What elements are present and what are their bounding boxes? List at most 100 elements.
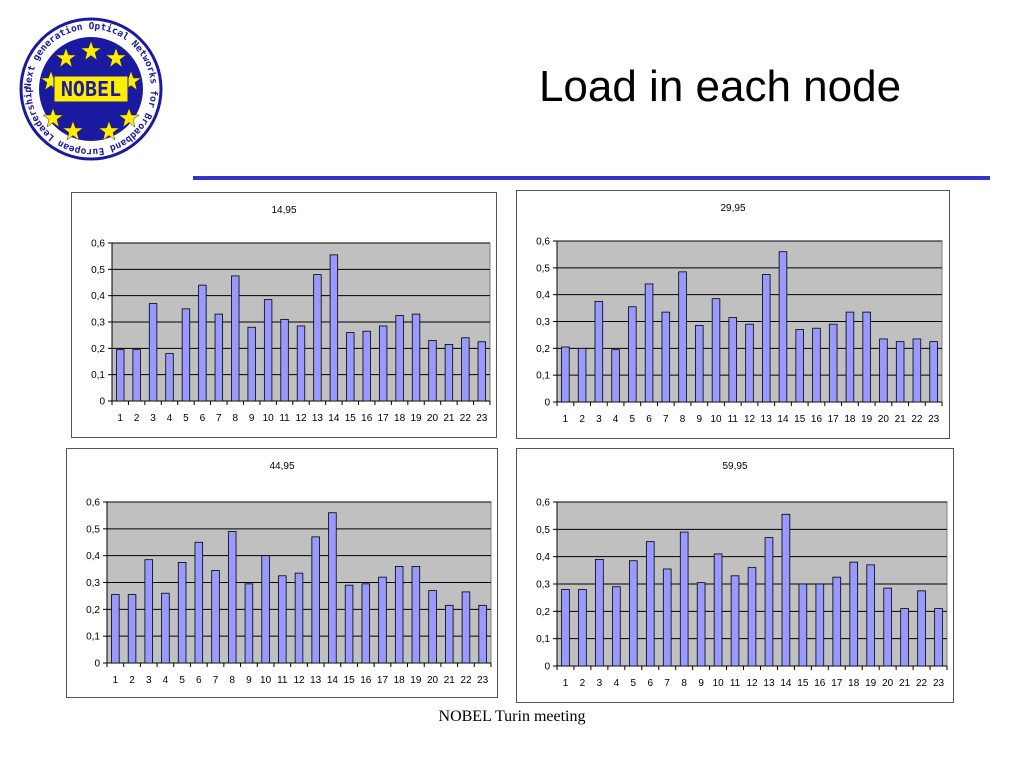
bar-node-19 (411, 313, 421, 402)
bar-node-12 (747, 567, 757, 667)
x-tick-label: 10 (710, 414, 722, 425)
bar-node-1 (561, 589, 570, 667)
bar-node-14 (778, 251, 788, 403)
bar-node-11 (280, 318, 289, 402)
bar-node-7 (662, 568, 672, 667)
x-tick-label: 4 (614, 678, 620, 689)
x-tick-label: 17 (378, 413, 390, 424)
logo-center-text: NOBEL (61, 77, 121, 101)
x-tick-label: 19 (861, 414, 873, 425)
bar-node-16 (812, 327, 821, 403)
bar-node-2 (127, 594, 137, 664)
bar-node-2 (577, 347, 587, 403)
bar-node-6 (194, 541, 204, 664)
x-tick-label: 8 (232, 413, 238, 424)
bar-node-4 (161, 592, 170, 664)
bar-node-9 (247, 326, 256, 402)
y-tick-label: 0,3 (91, 318, 105, 329)
chart-panel-1: 14,95 0 0,1 0,2 0,3 0,4 0,5 0,6 1 2 3 4 5 6 7 8 9 10 11 12 1… (71, 192, 497, 438)
bar-node-9 (244, 583, 254, 664)
y-tick-label: 0,2 (91, 344, 105, 355)
x-tick-label: 9 (697, 414, 703, 425)
y-tick-label: 0,4 (536, 290, 550, 301)
bar-node-5 (181, 308, 191, 402)
y-tick-label: 0,6 (86, 498, 100, 509)
chart-panel-2: 29,95 0 0,1 0,2 0,3 0,4 0,5 0,6 1 2 3 4 5 6 7 8 9 10 11 12 1… (516, 190, 950, 439)
bar-node-4 (612, 586, 621, 667)
x-tick-label: 14 (780, 678, 792, 689)
y-tick-label: 0,1 (86, 632, 100, 643)
bar-node-3 (595, 559, 604, 667)
x-tick-label: 1 (113, 675, 119, 686)
y-tick-label: 0,4 (86, 551, 100, 562)
x-tick-label: 6 (647, 678, 653, 689)
bar-node-11 (730, 575, 740, 667)
x-tick-label: 14 (777, 414, 789, 425)
x-tick-label: 9 (249, 413, 255, 424)
x-tick-label: 16 (814, 678, 826, 689)
y-tick-label: 0,1 (536, 634, 550, 645)
bar-node-14 (328, 512, 337, 664)
bar-node-6 (198, 284, 207, 402)
x-tick-label: 21 (443, 413, 455, 424)
x-tick-label: 8 (681, 678, 687, 689)
bar-node-21 (895, 341, 905, 403)
y-tick-label: 0,1 (536, 371, 550, 382)
x-tick-label: 12 (746, 678, 758, 689)
y-tick-label: 0,4 (91, 291, 105, 302)
y-tick-label: 0,5 (86, 524, 100, 535)
bar-node-10 (713, 553, 723, 667)
x-tick-label: 4 (163, 675, 169, 686)
x-tick-label: 2 (580, 678, 586, 689)
logo-stars (40, 40, 142, 141)
bar-node-20 (883, 587, 892, 667)
bar-node-22 (912, 338, 922, 403)
bar-node-23 (477, 341, 486, 402)
y-tick-label: 0 (544, 662, 550, 673)
x-tick-label: 18 (844, 414, 856, 425)
bar-node-13 (761, 274, 771, 403)
bar-node-6 (645, 541, 655, 667)
x-tick-label: 11 (728, 414, 739, 425)
x-tick-label: 17 (828, 414, 840, 425)
x-tick-label: 12 (293, 675, 305, 686)
bar-node-8 (231, 275, 240, 402)
x-tick-label: 12 (295, 413, 307, 424)
bar-node-15 (344, 584, 354, 664)
x-tick-label: 5 (179, 675, 185, 686)
x-tick-label: 11 (730, 678, 741, 689)
x-tick-label: 1 (563, 414, 569, 425)
y-tick-label: 0,6 (91, 239, 105, 250)
bar-node-7 (214, 313, 224, 402)
bar-node-14 (329, 254, 339, 402)
x-tick-label: 6 (200, 413, 206, 424)
bar-node-11 (278, 575, 287, 664)
bar-node-10 (261, 555, 270, 664)
x-tick-label: 4 (613, 414, 619, 425)
x-tick-label: 8 (680, 414, 686, 425)
x-tick-label: 16 (811, 414, 823, 425)
x-tick-label: 22 (460, 413, 472, 424)
y-tick-label: 0,5 (91, 265, 105, 276)
bar-node-23 (929, 341, 938, 403)
bar-node-5 (177, 561, 187, 664)
bar-node-17 (832, 576, 842, 667)
x-tick-label: 3 (146, 675, 152, 686)
x-tick-label: 23 (933, 678, 945, 689)
bar-node-16 (361, 583, 371, 664)
bar-node-17 (828, 323, 838, 403)
bar-node-20 (879, 338, 888, 403)
x-tick-label: 16 (361, 413, 373, 424)
bar-node-10 (711, 298, 721, 403)
bar-node-12 (745, 323, 754, 403)
bar-node-22 (461, 591, 471, 664)
bar-node-15 (798, 583, 808, 667)
bar-node-20 (428, 590, 437, 664)
chart-title: 14,95 (271, 205, 296, 216)
bar-node-2 (132, 349, 141, 402)
y-tick-label: 0,5 (536, 263, 550, 274)
x-tick-label: 7 (216, 413, 222, 424)
bar-node-16 (815, 583, 825, 667)
bar-node-20 (428, 340, 437, 402)
bar-node-21 (900, 608, 909, 667)
